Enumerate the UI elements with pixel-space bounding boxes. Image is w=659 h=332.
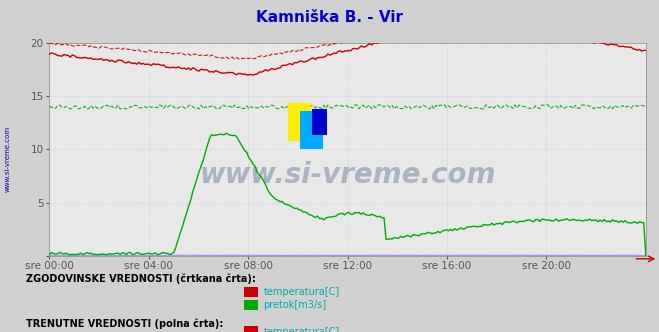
FancyBboxPatch shape: [300, 111, 322, 149]
Text: Kamniška B. - Vir: Kamniška B. - Vir: [256, 10, 403, 25]
Text: pretok[m3/s]: pretok[m3/s]: [264, 300, 327, 310]
Text: www.si-vreme.com: www.si-vreme.com: [5, 126, 11, 193]
Text: TRENUTNE VREDNOSTI (polna črta):: TRENUTNE VREDNOSTI (polna črta):: [26, 319, 224, 329]
Text: temperatura[C]: temperatura[C]: [264, 327, 340, 332]
Text: ZGODOVINSKE VREDNOSTI (črtkana črta):: ZGODOVINSKE VREDNOSTI (črtkana črta):: [26, 274, 256, 285]
FancyBboxPatch shape: [288, 103, 310, 141]
Text: temperatura[C]: temperatura[C]: [264, 287, 340, 297]
Text: www.si-vreme.com: www.si-vreme.com: [200, 161, 496, 189]
FancyBboxPatch shape: [312, 109, 327, 134]
